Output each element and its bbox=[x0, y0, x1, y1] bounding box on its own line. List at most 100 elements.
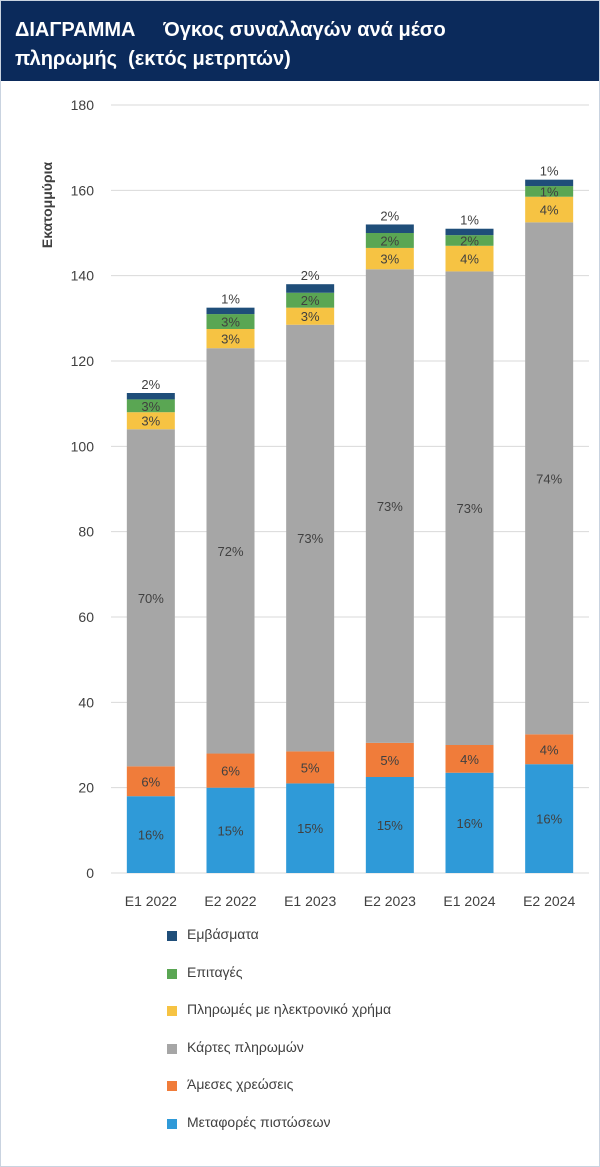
legend-swatch bbox=[167, 1118, 177, 1129]
data-label: 4% bbox=[460, 252, 479, 267]
bar-segment bbox=[126, 429, 175, 767]
bar-segment bbox=[126, 796, 175, 873]
y-tick-label: 0 bbox=[86, 865, 94, 881]
data-label: 16% bbox=[138, 828, 164, 843]
data-label: 1% bbox=[460, 213, 479, 228]
legend-label: Άμεσες χρεώσεις bbox=[187, 1076, 294, 1092]
bar-segment bbox=[286, 783, 335, 873]
data-label: 15% bbox=[217, 823, 243, 838]
data-label: 6% bbox=[221, 764, 240, 779]
data-label: 1% bbox=[540, 164, 559, 179]
bar-segment bbox=[445, 745, 494, 773]
bar-segment bbox=[365, 742, 414, 777]
legend-swatch bbox=[167, 1006, 177, 1016]
bar-segment bbox=[206, 329, 255, 349]
legend-label: Πληρωμές με ηλεκτρονικό χρήμα bbox=[187, 1001, 392, 1017]
bar-segment bbox=[445, 235, 494, 246]
y-tick-label: 40 bbox=[78, 694, 94, 710]
data-label: 70% bbox=[138, 591, 164, 606]
chart-title-line-1: ΔΙΑΓΡΑΜΜΑ Όγκος συναλλαγών ανά μέσο bbox=[15, 19, 446, 41]
bar-segment bbox=[365, 224, 414, 233]
y-tick-label: 60 bbox=[78, 609, 94, 625]
x-tick-label: Ε1 2024 bbox=[443, 893, 495, 909]
bar-segment bbox=[365, 269, 414, 743]
bar-segment bbox=[445, 245, 494, 272]
data-label: 1% bbox=[540, 184, 559, 199]
data-label: 16% bbox=[536, 812, 562, 827]
bar-segment bbox=[206, 787, 255, 873]
data-label: 2% bbox=[380, 208, 399, 223]
x-tick-label: Ε2 2024 bbox=[523, 893, 575, 909]
y-tick-label: 160 bbox=[71, 182, 95, 198]
bar-segment bbox=[286, 751, 335, 784]
bar-segment bbox=[126, 412, 175, 430]
bar-segment bbox=[206, 314, 255, 329]
data-label: 73% bbox=[297, 531, 323, 546]
bar-segment bbox=[126, 399, 175, 413]
data-label: 2% bbox=[141, 377, 160, 392]
bar-segment bbox=[206, 307, 255, 315]
data-label: 3% bbox=[141, 399, 160, 414]
bar-segment bbox=[445, 271, 494, 745]
legend-swatch bbox=[167, 1043, 177, 1054]
chart-title-line-2: πληρωμής (εκτός μετρητών) bbox=[15, 48, 291, 70]
x-tick-label: Ε2 2022 bbox=[204, 893, 256, 909]
data-label: 2% bbox=[301, 268, 320, 283]
x-tick-label: Ε1 2022 bbox=[125, 893, 177, 909]
bar-segment bbox=[126, 766, 175, 797]
bar-segment bbox=[365, 247, 414, 270]
legend-swatch bbox=[167, 968, 177, 979]
data-label: 2% bbox=[460, 233, 479, 248]
y-tick-label: 140 bbox=[71, 268, 95, 284]
bar-segment bbox=[286, 292, 335, 308]
legend-label: Εμβάσματα bbox=[187, 926, 259, 942]
data-label: 4% bbox=[540, 742, 559, 757]
bar-segment bbox=[525, 764, 574, 873]
bar-segment bbox=[525, 196, 574, 223]
bar-segment bbox=[126, 393, 175, 400]
y-tick-label: 100 bbox=[71, 438, 95, 454]
bar-segment bbox=[525, 222, 574, 735]
data-label: 3% bbox=[221, 332, 240, 347]
data-label: 74% bbox=[536, 471, 562, 486]
legend-label: Μεταφορές πιστώσεων bbox=[187, 1113, 331, 1130]
bar-segment bbox=[445, 772, 494, 873]
data-label: 2% bbox=[380, 233, 399, 248]
bar-segment bbox=[365, 777, 414, 873]
data-label: 72% bbox=[217, 544, 243, 559]
x-tick-label: Ε2 2023 bbox=[364, 893, 416, 909]
bar-segment bbox=[525, 186, 574, 197]
bar-segment bbox=[525, 734, 574, 765]
chart-header: ΔΙΑΓΡΑΜΜΑ Όγκος συναλλαγών ανά μέσο πληρ… bbox=[1, 1, 599, 81]
y-tick-label: 120 bbox=[71, 353, 95, 369]
legend-swatch bbox=[167, 931, 177, 941]
data-label: 3% bbox=[301, 309, 320, 324]
legend-label: Κάρτες πληρωμών bbox=[187, 1038, 304, 1055]
data-label: 15% bbox=[377, 818, 403, 833]
y-tick-label: 180 bbox=[71, 97, 95, 113]
bar-segment bbox=[206, 753, 255, 788]
data-label: 5% bbox=[301, 760, 320, 775]
bar-segment bbox=[286, 307, 335, 325]
data-label: 6% bbox=[141, 774, 160, 789]
legend-swatch bbox=[167, 1081, 177, 1091]
data-label: 16% bbox=[456, 816, 482, 831]
data-label: 1% bbox=[221, 292, 240, 307]
legend-label: Επιταγές bbox=[187, 963, 243, 980]
bar-segment bbox=[286, 284, 335, 293]
data-label: 4% bbox=[540, 203, 559, 218]
bar-segment bbox=[525, 179, 574, 187]
bar-segment bbox=[365, 233, 414, 248]
data-label: 73% bbox=[456, 501, 482, 516]
data-label: 5% bbox=[380, 753, 399, 768]
data-label: 2% bbox=[301, 293, 320, 308]
data-label: 3% bbox=[221, 315, 240, 330]
y-axis-label: Εκατομμύρια bbox=[39, 162, 55, 249]
bar-segment bbox=[445, 228, 494, 236]
data-label: 3% bbox=[141, 414, 160, 429]
x-tick-label: Ε1 2023 bbox=[284, 893, 336, 909]
data-label: 15% bbox=[297, 821, 323, 836]
data-label: 3% bbox=[380, 252, 399, 267]
y-tick-label: 80 bbox=[78, 524, 94, 540]
